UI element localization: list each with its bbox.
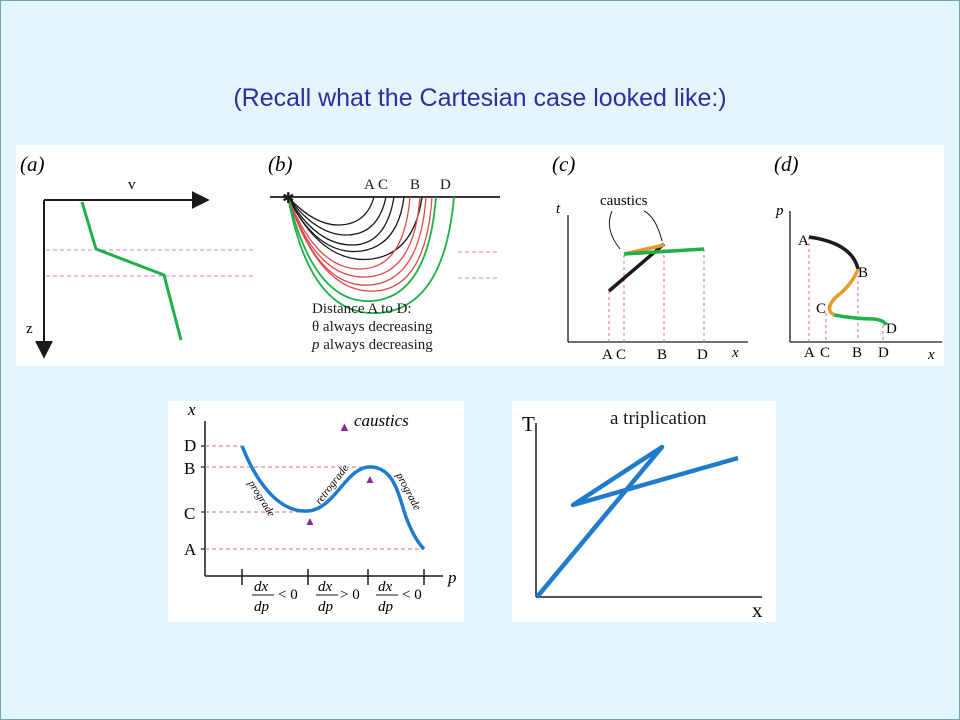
p-note: p always decreasing bbox=[311, 337, 433, 353]
relation-2: > 0 bbox=[340, 587, 360, 603]
curve-a-label: A bbox=[798, 233, 809, 249]
source-star-icon: ✱ bbox=[282, 191, 295, 207]
tick-a-c: A bbox=[602, 347, 613, 363]
tick-a-d: A bbox=[804, 345, 815, 361]
y-tick-marks bbox=[201, 445, 205, 550]
panel-a: (a) v z bbox=[20, 152, 256, 359]
derivative-1: dx dp < 0 bbox=[252, 579, 298, 615]
caustics-pointers bbox=[608, 210, 663, 250]
y-tick-d: D bbox=[184, 436, 196, 455]
branch-retrograde: retrograde bbox=[313, 462, 351, 506]
curve-c-label: C bbox=[816, 301, 826, 317]
point-d-label: D bbox=[440, 177, 451, 193]
caustics-label: caustics bbox=[600, 193, 648, 209]
c-dashed-guides bbox=[608, 249, 705, 342]
svg-text:dx: dx bbox=[318, 579, 333, 595]
x-axis-c-label: x bbox=[731, 345, 739, 361]
derivative-2: dx dp > 0 bbox=[316, 579, 360, 615]
slide-title: (Recall what the Cartesian case looked l… bbox=[233, 84, 727, 112]
tick-b-c: B bbox=[657, 347, 667, 363]
green-rays bbox=[287, 196, 455, 314]
bl-legend-label: caustics bbox=[354, 411, 409, 430]
tick-c-d: C bbox=[820, 345, 830, 361]
point-a-label: A bbox=[364, 177, 375, 193]
tick-b-d: B bbox=[852, 345, 862, 361]
y-tick-a: A bbox=[184, 540, 197, 559]
svg-text:dx: dx bbox=[378, 579, 393, 595]
d-dashed-guides bbox=[808, 237, 884, 342]
z-axis-label: z bbox=[26, 321, 33, 337]
triplication-title: a triplication bbox=[610, 408, 707, 429]
caustic-legend-icon: ▲ bbox=[338, 419, 351, 434]
y-tick-c: C bbox=[184, 504, 195, 523]
caustic-marker-2-icon: ▲ bbox=[364, 472, 376, 486]
bl-x-axis-label: p bbox=[447, 568, 457, 587]
point-c-label: C bbox=[378, 177, 388, 193]
caustic-marker-1-icon: ▲ bbox=[304, 514, 316, 528]
panel-c: (c) t x caustics A C B D bbox=[552, 152, 748, 363]
p-axis-label: p bbox=[775, 203, 784, 219]
curve-d-label: D bbox=[886, 321, 897, 337]
branch-bd bbox=[623, 247, 705, 256]
curve-cd bbox=[833, 313, 888, 326]
theta-note: θ always decreasing bbox=[312, 319, 433, 335]
red-rays bbox=[287, 196, 433, 292]
relation-1: < 0 bbox=[278, 587, 298, 603]
bottom-left-svg: x p ▲ caustics D B C A ▲ ▲ prograde retr… bbox=[184, 400, 457, 615]
curve-b-label: B bbox=[858, 265, 868, 281]
xp-curve bbox=[240, 445, 426, 551]
t-axis-label: t bbox=[556, 201, 561, 217]
panel-a-label: (a) bbox=[20, 152, 45, 176]
panel-b-label: (b) bbox=[268, 152, 293, 176]
tick-c-c: C bbox=[616, 347, 626, 363]
top-figure-svg: (a) v z (b) bbox=[20, 152, 942, 363]
panel-d: (d) p x A B C D A C B bbox=[774, 152, 942, 363]
curve-ab bbox=[808, 235, 860, 270]
point-b-label: B bbox=[410, 177, 420, 193]
triplication-curve bbox=[535, 444, 739, 599]
black-rays bbox=[287, 196, 423, 261]
bottom-right-figure: a triplication T x bbox=[512, 401, 776, 622]
panel-d-label: (d) bbox=[774, 152, 799, 176]
derivative-3: dx dp < 0 bbox=[376, 579, 422, 615]
velocity-profile bbox=[80, 201, 183, 341]
svg-text:dx: dx bbox=[254, 579, 269, 595]
distance-note: Distance A to D: bbox=[312, 301, 412, 317]
bottom-right-svg: a triplication T x bbox=[522, 408, 763, 622]
p-axis-ticks bbox=[241, 569, 425, 585]
relation-3: < 0 bbox=[402, 587, 422, 603]
y-tick-b: B bbox=[184, 459, 195, 478]
bl-y-axis-label: x bbox=[187, 401, 196, 419]
bottom-left-figure: x p ▲ caustics D B C A ▲ ▲ prograde retr… bbox=[168, 400, 464, 622]
svg-text:dp: dp bbox=[254, 599, 270, 615]
tick-d-d: D bbox=[878, 345, 889, 361]
svg-text:dp: dp bbox=[318, 599, 334, 615]
panel-b: (b) ✱ bbox=[268, 152, 500, 353]
x-axis-br-label: x bbox=[752, 598, 763, 622]
panel-c-label: (c) bbox=[552, 152, 575, 176]
t-axis-br-label: T bbox=[522, 412, 535, 436]
svg-text:dp: dp bbox=[378, 599, 394, 615]
tick-d-c: D bbox=[697, 347, 708, 363]
v-axis-label: v bbox=[128, 177, 136, 193]
x-axis-d-label: x bbox=[927, 347, 935, 363]
bl-dashed-guides bbox=[205, 445, 424, 550]
curve-bc bbox=[827, 268, 860, 317]
top-figure: (a) v z (b) bbox=[16, 145, 944, 366]
